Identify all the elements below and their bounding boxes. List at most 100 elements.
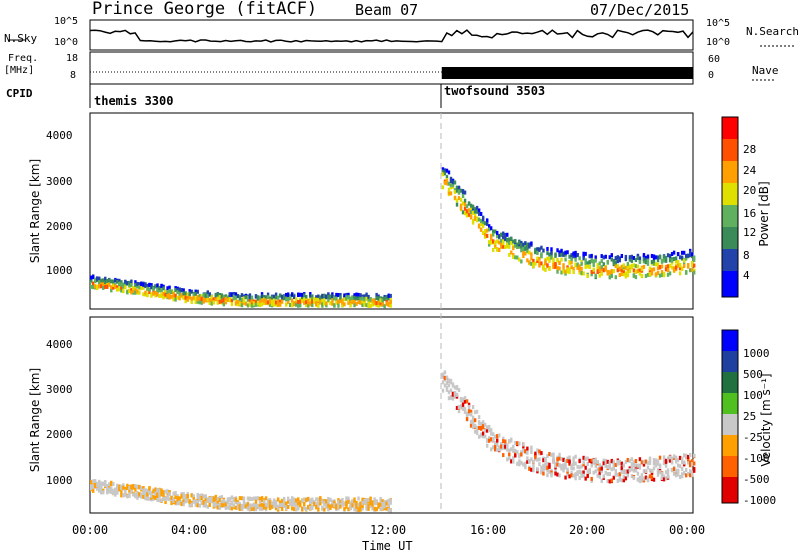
scatter-cell (284, 297, 288, 302)
scatter-cell (377, 303, 380, 308)
scatter-cell (166, 290, 169, 295)
scatter-cell (487, 227, 491, 232)
scatter-cell (116, 484, 119, 489)
scatter-cell (164, 290, 167, 295)
scatter-cell (538, 457, 541, 462)
scatter-cell (481, 231, 485, 236)
scatter-cell (670, 258, 674, 263)
scatter-cell (164, 489, 167, 494)
scatter-cell (574, 472, 577, 477)
scatter-cell (658, 255, 662, 260)
scatter-cell (471, 421, 475, 426)
scatter-cell (160, 283, 163, 288)
scatter-cell (266, 504, 270, 509)
scatter-cell (208, 301, 211, 306)
scatter-cell (634, 463, 638, 468)
scatter-cell (622, 475, 626, 480)
scatter-cell (522, 254, 525, 259)
scatter-cell (305, 303, 308, 308)
scatter-cell (622, 470, 626, 475)
scatter-cell (347, 507, 350, 512)
scatter-cell (610, 273, 613, 278)
scatter-cell (634, 275, 638, 280)
scatter-cell (238, 506, 242, 511)
scatter-cell (319, 295, 322, 300)
scatter-cell (116, 279, 119, 284)
scatter-cell (112, 285, 115, 290)
scatter-cell (170, 289, 173, 294)
scatter-cell (602, 268, 605, 273)
scatter-cell (566, 467, 569, 472)
scatter-cell (686, 471, 690, 476)
scatter-cell (208, 502, 211, 507)
scatter-cell (142, 490, 145, 495)
scatter-cell (212, 496, 216, 501)
scatter-cell (451, 391, 455, 396)
velocity-colorbar (721, 329, 739, 504)
scatter-cell (186, 493, 189, 498)
scatter-cell (670, 265, 674, 270)
scatter-cell (542, 266, 545, 271)
scatter-cell (664, 476, 668, 481)
scatter-cell (204, 494, 207, 499)
scatter-cell (492, 247, 495, 252)
scatter-cell (178, 296, 181, 301)
scatter-cell (634, 264, 638, 269)
scatter-cell (526, 245, 529, 250)
scatter-cell (506, 445, 509, 450)
scatter-cell (136, 484, 139, 489)
scatter-cell (128, 488, 131, 493)
scatter-cell (278, 503, 282, 508)
scatter-cell (100, 481, 103, 486)
scatter-cell (548, 469, 551, 474)
scatter-cell (236, 294, 240, 299)
scatter-cell (214, 504, 218, 509)
scatter-cell (650, 260, 654, 265)
scatter-cell (666, 474, 670, 479)
scatter-cell (168, 492, 171, 497)
scatter-cell (268, 506, 272, 511)
scatter-cell (682, 453, 686, 458)
scatter-cell (522, 462, 525, 467)
scatter-cell (369, 496, 372, 501)
scatter-cell (594, 463, 597, 468)
scatter-cell (630, 258, 634, 263)
scatter-cell (453, 394, 457, 399)
scatter-cell (592, 262, 595, 267)
scatter-cell (230, 298, 234, 303)
velocity-ytick-4000: 4000 (46, 338, 73, 351)
scatter-cell (90, 275, 93, 280)
scatter-cell (353, 499, 356, 504)
scatter-cell (156, 489, 159, 494)
scatter-cell (614, 260, 618, 265)
scatter-cell (556, 472, 559, 477)
scatter-cell (381, 302, 384, 307)
scatter-cell (680, 250, 684, 255)
scatter-cell (327, 499, 330, 504)
scatter-cell (108, 282, 111, 287)
scatter-cell (630, 457, 634, 462)
scatter-cell (250, 503, 254, 508)
scatter-cell (178, 500, 181, 505)
scatter-cell (494, 229, 497, 234)
scatter-cell (690, 470, 694, 475)
nsearch-label: N.Search (746, 25, 799, 38)
scatter-cell (196, 299, 199, 304)
scatter-cell (315, 295, 318, 300)
scatter-cell (355, 301, 358, 306)
scatter-cell (311, 299, 314, 304)
scatter-cell (684, 453, 688, 458)
scatter-cell (325, 499, 328, 504)
scatter-cell (120, 285, 123, 290)
scatter-cell (628, 468, 632, 473)
scatter-cell (582, 256, 585, 261)
scatter-cell (568, 267, 571, 272)
scatter-cell (230, 302, 234, 307)
scatter-cell (660, 270, 664, 275)
scatter-cell (236, 505, 240, 510)
scatter-cell (584, 476, 587, 481)
scatter-cell (297, 303, 300, 308)
scatter-cell (361, 501, 364, 506)
scatter-cell (650, 271, 654, 276)
scatter-cell (240, 506, 244, 511)
